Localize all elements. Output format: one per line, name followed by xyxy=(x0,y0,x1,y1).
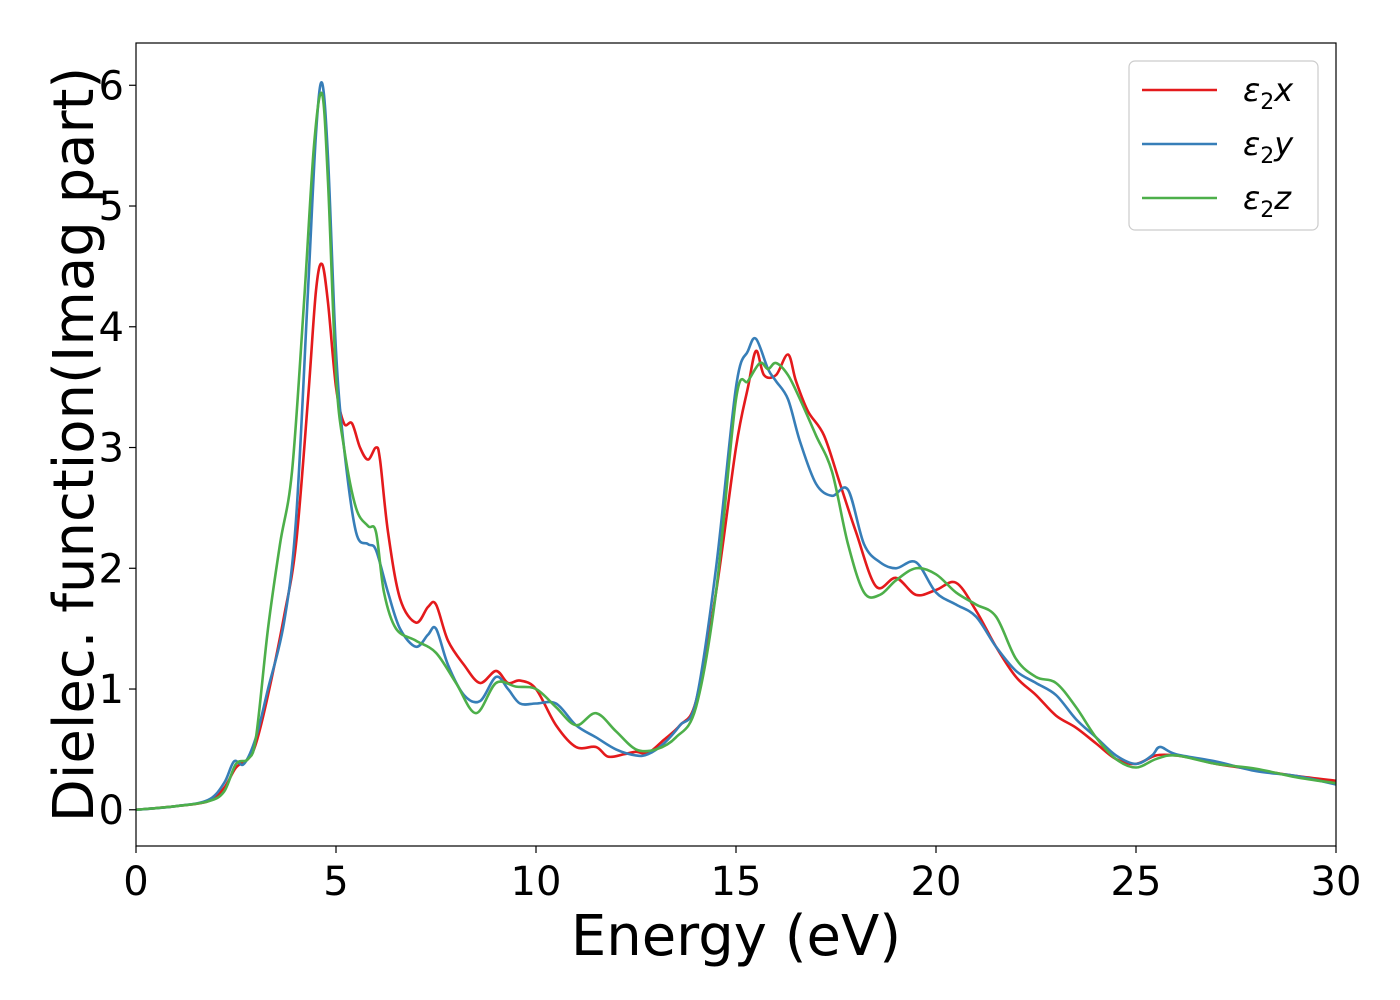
legend-subscript: 2 xyxy=(1260,90,1274,115)
x-axis-title: Energy (eV) xyxy=(571,904,901,969)
x-tick-label: 30 xyxy=(1311,859,1362,905)
legend-label: ε2y xyxy=(1243,125,1294,169)
x-tick-label: 15 xyxy=(711,859,762,905)
y-tick-label: 0 xyxy=(99,788,124,834)
x-tick-label: 10 xyxy=(511,859,562,905)
y-tick-label: 2 xyxy=(99,546,124,592)
x-tick-label: 0 xyxy=(123,859,148,905)
y-tick-label: 6 xyxy=(99,63,124,109)
legend-symbol: ε xyxy=(1243,179,1260,217)
y-tick-label: 1 xyxy=(99,667,124,713)
y-tick-label: 3 xyxy=(99,426,124,472)
legend-subscript: 2 xyxy=(1260,198,1274,223)
y-axis: 0 1 2 3 4 5 6 xyxy=(99,63,136,834)
y-axis-title: Dielec. function(Imag part) xyxy=(42,67,107,823)
legend-suffix: y xyxy=(1273,125,1294,163)
y-tick-label: 4 xyxy=(99,305,124,351)
legend-box xyxy=(1128,60,1319,231)
legend-label: ε2z xyxy=(1243,179,1292,223)
legend-symbol: ε xyxy=(1243,125,1260,163)
legend-symbol: ε xyxy=(1243,71,1260,109)
legend-suffix: z xyxy=(1273,179,1292,217)
legend-subscript: 2 xyxy=(1260,144,1274,169)
series-line-x xyxy=(135,262,1337,812)
series-lines xyxy=(135,81,1337,812)
x-tick-label: 25 xyxy=(1111,859,1162,905)
series-line-z xyxy=(135,91,1337,812)
x-tick-label: 20 xyxy=(911,859,962,905)
legend-suffix: x xyxy=(1273,71,1294,109)
x-tick-label: 5 xyxy=(323,859,348,905)
legend-label: ε2x xyxy=(1243,71,1294,115)
x-axis: 0 5 10 15 20 25 30 xyxy=(123,846,1361,905)
y-tick-label: 5 xyxy=(99,184,124,230)
